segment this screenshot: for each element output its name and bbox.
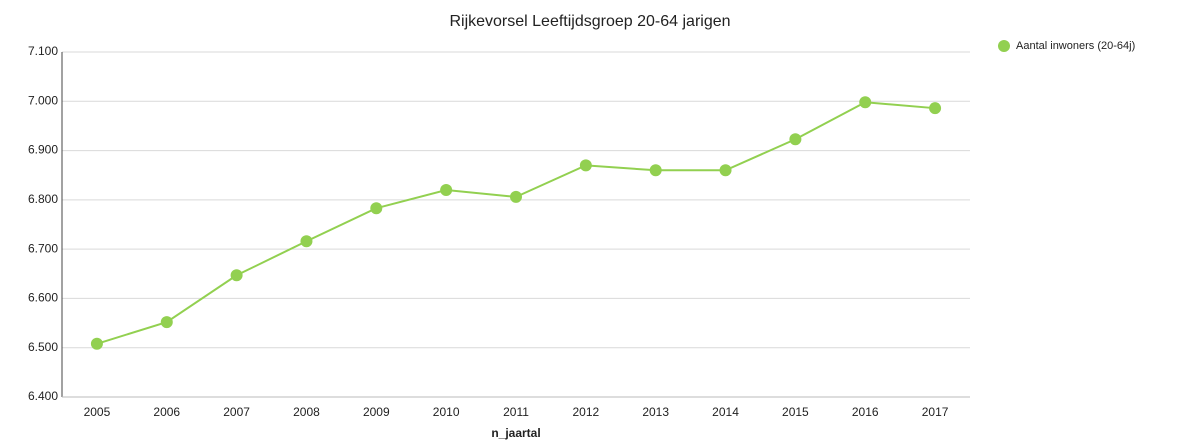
data-point xyxy=(440,184,453,196)
data-point xyxy=(510,190,522,203)
data-point xyxy=(230,269,243,282)
x-tick-label: 2014 xyxy=(712,405,739,419)
x-tick-label: 2010 xyxy=(433,405,460,419)
data-point xyxy=(789,133,802,146)
legend-label: Aantal inwoners (20-64j) xyxy=(1016,40,1135,52)
data-point xyxy=(719,164,732,177)
chart-title: Rijkevorsel Leeftijdsgroep 20-64 jarigen xyxy=(449,13,730,30)
x-tick-label: 2013 xyxy=(642,405,669,419)
x-tick-label: 2015 xyxy=(782,405,809,419)
y-tick-label: 6.700 xyxy=(28,241,58,255)
data-point xyxy=(160,316,173,329)
y-tick-label: 6.400 xyxy=(28,389,58,403)
data-point xyxy=(300,235,313,248)
data-point xyxy=(370,202,383,215)
y-tick-label: 6.500 xyxy=(28,340,58,354)
x-tick-label: 2009 xyxy=(363,405,390,419)
x-tick-label: 2007 xyxy=(223,405,250,419)
x-tick-label: 2005 xyxy=(84,405,111,419)
data-point xyxy=(929,102,942,115)
data-point xyxy=(90,337,103,350)
legend-marker xyxy=(998,40,1010,52)
x-tick-label: 2017 xyxy=(922,405,949,419)
x-tick-label: 2016 xyxy=(852,405,879,419)
x-axis-label: n_jaartal xyxy=(491,426,540,440)
y-tick-label: 6.900 xyxy=(28,143,58,157)
series-line xyxy=(96,101,936,345)
x-tick-label: 2006 xyxy=(153,405,180,419)
y-tick-label: 6.800 xyxy=(28,192,58,206)
data-point xyxy=(649,164,662,177)
data-point xyxy=(579,159,592,172)
x-tick-label: 2008 xyxy=(293,405,320,419)
y-tick-label: 7.000 xyxy=(28,93,58,107)
x-tick-label: 2012 xyxy=(572,405,599,419)
y-tick-label: 6.600 xyxy=(28,291,58,305)
y-tick-label: 7.100 xyxy=(28,44,58,58)
data-point xyxy=(859,96,872,109)
x-tick-label: 2011 xyxy=(503,405,529,419)
